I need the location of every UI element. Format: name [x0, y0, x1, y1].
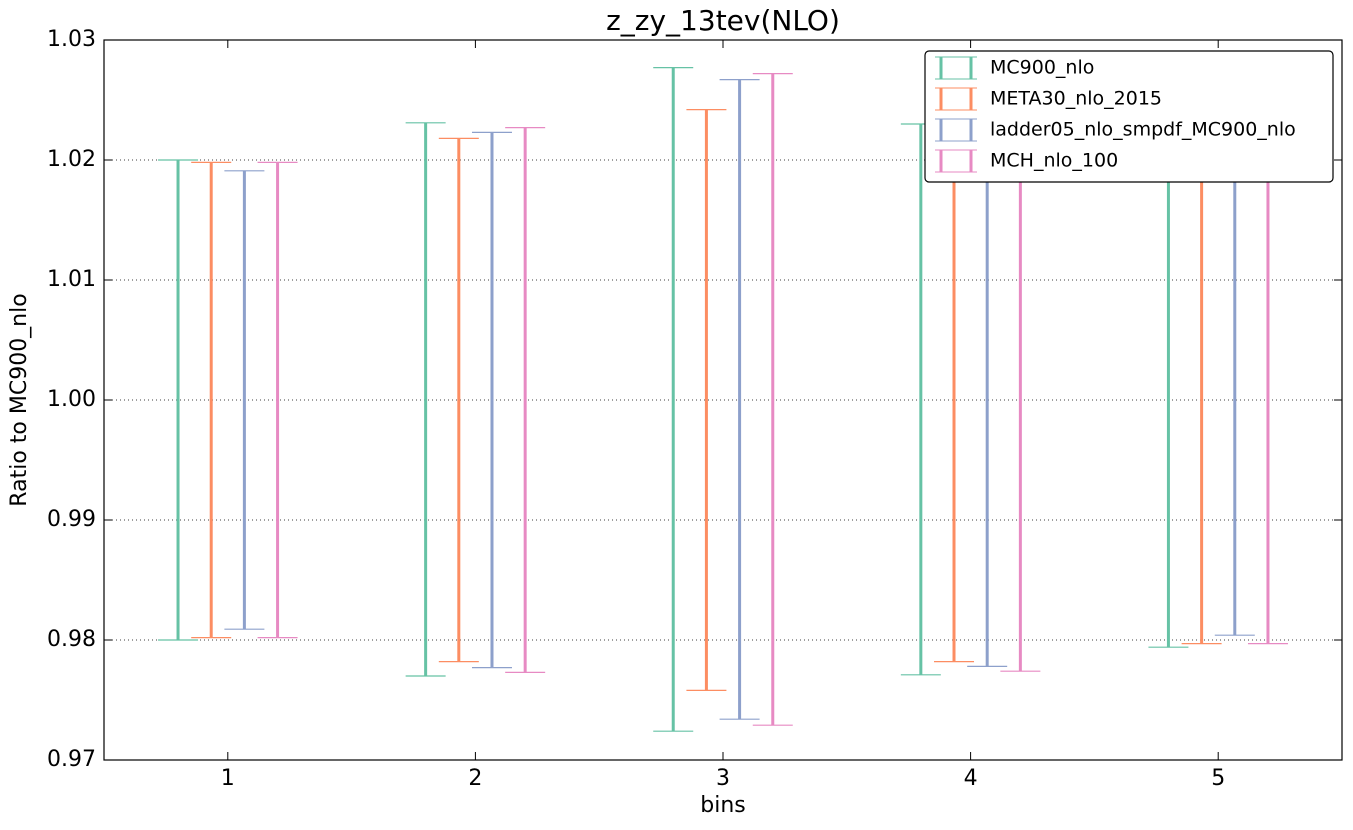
- y-tick-label: 1.00: [47, 387, 96, 412]
- legend-label: MCH_nlo_100: [990, 150, 1118, 172]
- x-tick-label: 2: [468, 766, 482, 791]
- x-tick-label: 5: [1211, 766, 1225, 791]
- legend-label: META30_nlo_2015: [990, 88, 1162, 110]
- x-tick-label: 1: [221, 766, 235, 791]
- y-tick-label: 0.98: [47, 627, 96, 652]
- legend-label: ladder05_nlo_smpdf_MC900_nlo: [990, 119, 1296, 141]
- x-tick-label: 4: [964, 766, 978, 791]
- x-tick-label: 3: [716, 766, 730, 791]
- y-tick-label: 1.02: [47, 147, 96, 172]
- legend: MC900_nlo META30_nlo_2015 ladder05_nlo_smp…: [924, 50, 1334, 183]
- legend-label: MC900_nlo: [990, 57, 1094, 79]
- y-axis-label: Ratio to MC900_nlo: [7, 293, 32, 506]
- y-tick-label: 0.99: [47, 507, 96, 532]
- y-tick-label: 0.97: [47, 747, 96, 772]
- y-tick-label: 1.03: [47, 27, 96, 52]
- y-tick-label: 1.01: [47, 267, 96, 292]
- chart-title: z_zy_13tev(NLO): [606, 4, 840, 37]
- plot-frame: [103, 39, 1343, 761]
- legend-frame: [924, 50, 1334, 183]
- x-axis-label: bins: [700, 793, 745, 818]
